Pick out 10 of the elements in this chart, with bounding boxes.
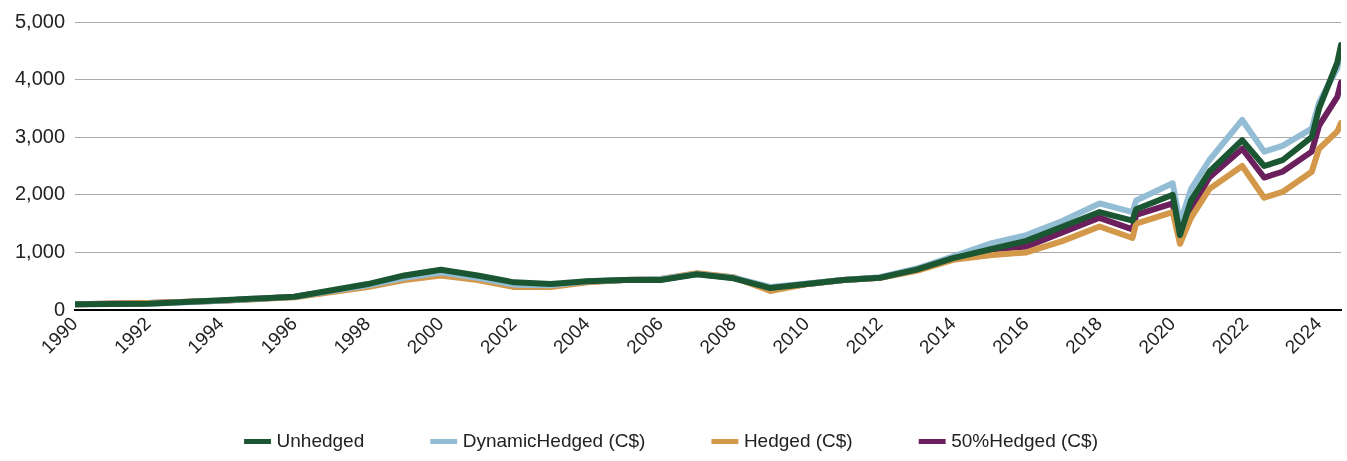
legend-label: Hedged (C$): [743, 429, 853, 451]
y-tick-label: 1,000: [14, 239, 66, 262]
legend-label: DynamicHedged (C$): [462, 429, 646, 451]
y-tick-label: 0: [53, 297, 66, 320]
y-tick-label: 3,000: [14, 124, 66, 147]
y-tick-label: 4,000: [14, 67, 66, 90]
y-tick-label: 5,000: [14, 9, 66, 32]
y-tick-label: 2,000: [14, 182, 66, 205]
legend-label: 50%Hedged (C$): [951, 429, 1098, 451]
legend-label: Unhedged: [276, 429, 365, 451]
